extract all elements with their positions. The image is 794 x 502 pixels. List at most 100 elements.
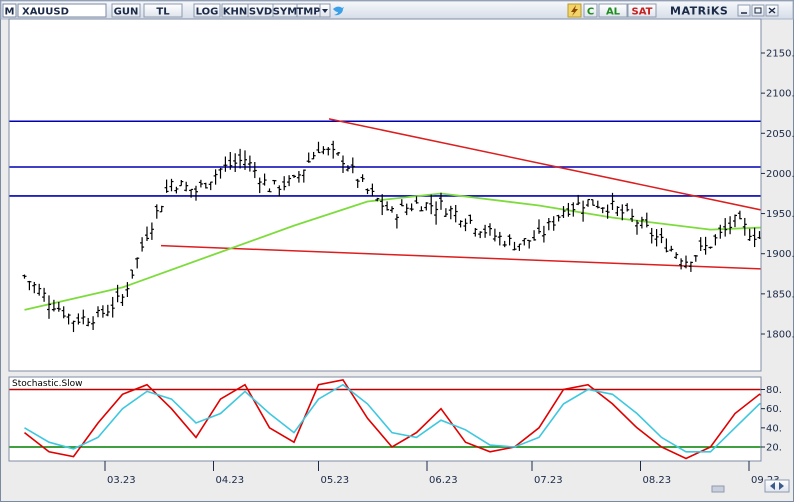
price-bar: [669, 245, 674, 252]
price-bar: [42, 287, 47, 302]
toolbar-button-log[interactable]: LOG: [193, 3, 221, 18]
price-bar: [37, 283, 42, 296]
price-bar: [527, 239, 532, 249]
scroll-controls[interactable]: [764, 479, 790, 493]
toolbar-button-tmp[interactable]: TMP: [296, 3, 321, 18]
stochastic-tick-label: 20.: [766, 443, 782, 454]
toolbar-button-tmp-label: TMP: [296, 7, 320, 18]
price-bar: [600, 207, 605, 214]
date-tick-label: 04.23: [216, 475, 245, 486]
price-bar: [47, 295, 51, 319]
price-bar: [135, 257, 140, 269]
symbol-selector[interactable]: XAUUSD: [17, 3, 107, 18]
price-bar: [360, 174, 365, 182]
price-bar: [488, 223, 492, 236]
sell-button[interactable]: SAT: [627, 3, 657, 18]
price-bar: [341, 155, 345, 173]
price-bar: [130, 269, 135, 279]
price-bar: [296, 171, 301, 183]
restore-icon[interactable]: [751, 4, 765, 17]
close-icon[interactable]: [765, 4, 779, 17]
minimize-icon[interactable]: [737, 4, 751, 17]
price-bar: [595, 200, 600, 209]
scroll-left-icon[interactable]: [770, 482, 775, 490]
price-bar: [610, 192, 615, 210]
price-bar: [218, 167, 223, 179]
buy-button[interactable]: AL: [598, 3, 628, 18]
price-bar: [414, 196, 419, 204]
toolbar-button-khn[interactable]: KHN: [221, 3, 249, 18]
price-bar: [257, 177, 262, 194]
price-bar: [478, 231, 483, 239]
price-bar: [213, 169, 218, 185]
price-bar: [32, 281, 37, 294]
toolbar-button-khn-label: KHN: [223, 7, 248, 18]
price-tick-label: 2050.: [766, 129, 794, 140]
price-bar: [752, 227, 757, 248]
toolbar-button-log-label: LOG: [196, 7, 219, 18]
toolbar-button-day[interactable]: GUN: [111, 3, 141, 18]
scroll-right-icon[interactable]: [779, 482, 784, 490]
price-bar: [492, 228, 497, 242]
price-bar: [684, 255, 688, 269]
price-bar: [292, 174, 296, 178]
price-bar: [66, 313, 71, 325]
price-bar: [713, 234, 718, 246]
price-bar: [561, 206, 566, 218]
price-bar: [698, 237, 703, 251]
price-bar: [468, 214, 473, 224]
twitter-bird-icon[interactable]: [333, 6, 344, 16]
price-bar: [512, 241, 517, 251]
price-bar: [194, 185, 198, 201]
price-bar: [688, 261, 693, 272]
price-bar: [737, 210, 742, 220]
price-bar: [164, 179, 169, 193]
price-tick-label: 2150.: [766, 49, 794, 60]
price-bar: [223, 156, 228, 172]
stochastic-title: Stochastic.Slow: [12, 379, 83, 389]
price-bar: [590, 199, 595, 206]
dropdown-arrow-icon[interactable]: [319, 3, 331, 18]
price-bar: [747, 228, 752, 241]
price-bar: [228, 151, 233, 170]
price-bar: [625, 203, 630, 212]
price-bar: [649, 227, 654, 244]
price-bar: [664, 238, 669, 253]
price-bar: [120, 294, 125, 306]
price-bar: [267, 188, 272, 193]
stochastic-k-line: [24, 379, 761, 460]
price-bar: [306, 152, 311, 163]
price-bar: [541, 225, 546, 243]
price-bar: [91, 316, 96, 331]
price-bar: [51, 299, 56, 312]
scroll-thumb-icon[interactable]: [711, 485, 725, 493]
price-bar: [742, 217, 747, 236]
app-menu-button[interactable]: M: [2, 3, 17, 18]
toolbar-button-svd-label: SVD: [249, 7, 272, 18]
price-bar: [238, 148, 243, 169]
price-bar: [429, 194, 434, 215]
price-tick-label: 1900.: [766, 249, 794, 260]
price-bar: [125, 282, 130, 297]
price-bar: [639, 216, 644, 229]
price-bar: [272, 179, 277, 185]
price-bar: [566, 202, 571, 217]
price-bar: [287, 175, 292, 187]
price-bar: [483, 224, 488, 238]
price-bar: [517, 243, 522, 251]
price-bar: [174, 186, 179, 194]
price-bar: [311, 151, 316, 160]
price-bar: [370, 183, 375, 197]
toolbar-button-currency-label: TL: [156, 7, 170, 18]
price-bar: [659, 227, 664, 244]
price-bar: [76, 313, 81, 325]
toolbar-button-svd[interactable]: SVD: [247, 3, 274, 18]
toolbar-button-sym[interactable]: SYM: [272, 3, 298, 18]
refresh-icon[interactable]: C: [583, 3, 598, 18]
svg-text:C: C: [587, 7, 594, 18]
scroll-button-group[interactable]: [764, 479, 790, 493]
price-bar: [61, 306, 66, 319]
lightning-icon[interactable]: [567, 3, 582, 18]
toolbar-button-currency[interactable]: TL: [143, 3, 183, 18]
price-bar: [105, 304, 110, 317]
